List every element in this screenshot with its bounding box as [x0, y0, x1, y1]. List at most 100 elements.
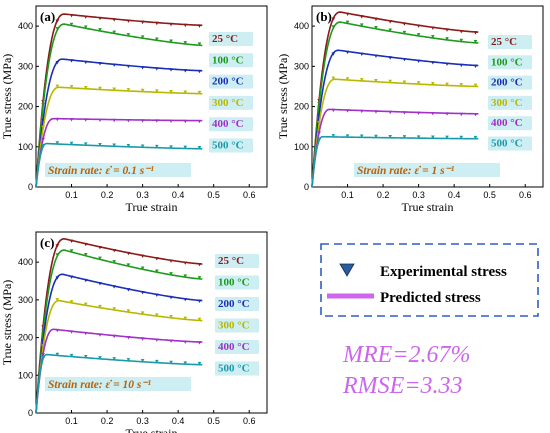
experimental-point: [98, 118, 102, 122]
experimental-point: [155, 89, 159, 93]
experimental-point: [155, 338, 159, 342]
experimental-point: [83, 242, 88, 247]
legend-experimental: Experimental stress: [380, 264, 507, 280]
experimental-point: [359, 78, 364, 82]
experimental-point: [69, 141, 74, 146]
experimental-point: [197, 119, 202, 124]
experimental-point: [55, 352, 60, 357]
temperature-label: 400 °C: [212, 118, 244, 130]
experimental-point: [331, 134, 336, 138]
temperature-label: 200 °C: [212, 76, 244, 88]
experimental-point: [69, 300, 74, 304]
experimental-point: [445, 135, 449, 140]
strain-rate-bg: [354, 163, 500, 177]
y-tick-label: 0: [304, 182, 309, 192]
experimental-point: [197, 145, 202, 150]
experimental-point: [41, 102, 45, 107]
experimental-point: [388, 134, 392, 139]
experimental-point: [197, 317, 202, 322]
x-tick-label: 0.3: [136, 416, 149, 426]
experimental-point: [55, 60, 60, 65]
experimental-point: [402, 135, 407, 139]
x-tick-label: 0.5: [483, 190, 496, 200]
experimental-point: [331, 17, 336, 21]
experimental-point: [431, 61, 435, 65]
experimental-point: [317, 131, 321, 135]
plot-frame: [311, 5, 544, 188]
experimental-point: [183, 90, 188, 94]
experimental-point: [83, 15, 88, 19]
experimental-point: [388, 28, 392, 32]
experimental-point: [359, 15, 364, 19]
experimental-point: [140, 337, 145, 341]
experimental-point: [416, 81, 421, 85]
experimental-point: [98, 142, 102, 147]
y-tick-label: 200: [18, 102, 33, 112]
temperature-label: 100 °C: [218, 277, 250, 289]
experimental-point: [473, 112, 478, 117]
experimental-point: [402, 80, 407, 84]
series-line: [311, 78, 479, 188]
experimental-point: [431, 135, 435, 139]
experimental-point: [98, 304, 102, 309]
experimental-point: [83, 331, 88, 336]
x-tick-label: 0.1: [341, 190, 354, 200]
experimental-point: [83, 302, 88, 306]
experimental-point: [83, 118, 88, 122]
strain-rate-label: Strain rate: ε̇ = 0.1 s⁻¹: [48, 165, 154, 177]
experimental-point: [197, 276, 202, 280]
experimental-point: [169, 89, 173, 94]
experimental-point: [374, 78, 378, 83]
series-line: [35, 23, 203, 188]
experimental-point: [41, 137, 45, 142]
experimental-point: [183, 297, 188, 302]
experimental-point: [69, 275, 74, 279]
experimental-point: [317, 137, 321, 141]
experimental-point: [126, 64, 131, 69]
temperature-label: 400 °C: [491, 117, 523, 129]
experimental-point: [359, 23, 364, 27]
experimental-point: [140, 266, 145, 270]
experimental-point: [126, 251, 131, 256]
experimental-point: [112, 63, 116, 67]
experimental-point: [140, 290, 145, 295]
series-line: [35, 299, 203, 414]
experimental-point: [169, 360, 173, 365]
temperature-label-bg: [215, 318, 259, 333]
experimental-point: [69, 22, 74, 27]
experimental-point: [169, 315, 173, 319]
experimental-point: [83, 60, 88, 65]
x-tick-label: 0.3: [412, 190, 425, 200]
experimental-point: [169, 119, 173, 123]
experimental-point: [183, 361, 188, 365]
experimental-point: [126, 358, 131, 362]
experimental-point: [345, 12, 350, 16]
experimental-point: [126, 309, 131, 313]
experimental-point: [41, 356, 45, 360]
series-line: [311, 108, 479, 188]
experimental-point: [112, 118, 116, 123]
experimental-point: [55, 276, 60, 280]
experimental-point: [388, 79, 392, 84]
series-line: [35, 58, 203, 188]
plot-frame: [35, 5, 268, 188]
rmse-metric: RMSE=3.33: [342, 373, 463, 399]
experimental-point: [197, 90, 202, 95]
experimental-point: [431, 81, 435, 86]
chart-panel-2: 0.1 0.2 0.3 0.4 0.5 0.6 0 100 200 300 400 True stra…: [276, 5, 544, 214]
experimental-point: [69, 13, 74, 18]
experimental-point: [473, 31, 478, 35]
experimental-point: [112, 143, 116, 147]
experimental-point: [183, 119, 188, 124]
x-axis-label: True strain: [402, 200, 454, 214]
experimental-point: [416, 33, 421, 37]
experimental-point: [374, 17, 378, 22]
experimental-point: [112, 260, 116, 264]
x-tick-label: 0.5: [207, 190, 220, 200]
temperature-label-bg: [209, 117, 253, 132]
series-line: [35, 237, 203, 414]
y-tick-label: 100: [18, 370, 33, 380]
experimental-point: [98, 86, 102, 91]
experimental-point: [55, 117, 60, 122]
experimental-point: [169, 339, 173, 343]
